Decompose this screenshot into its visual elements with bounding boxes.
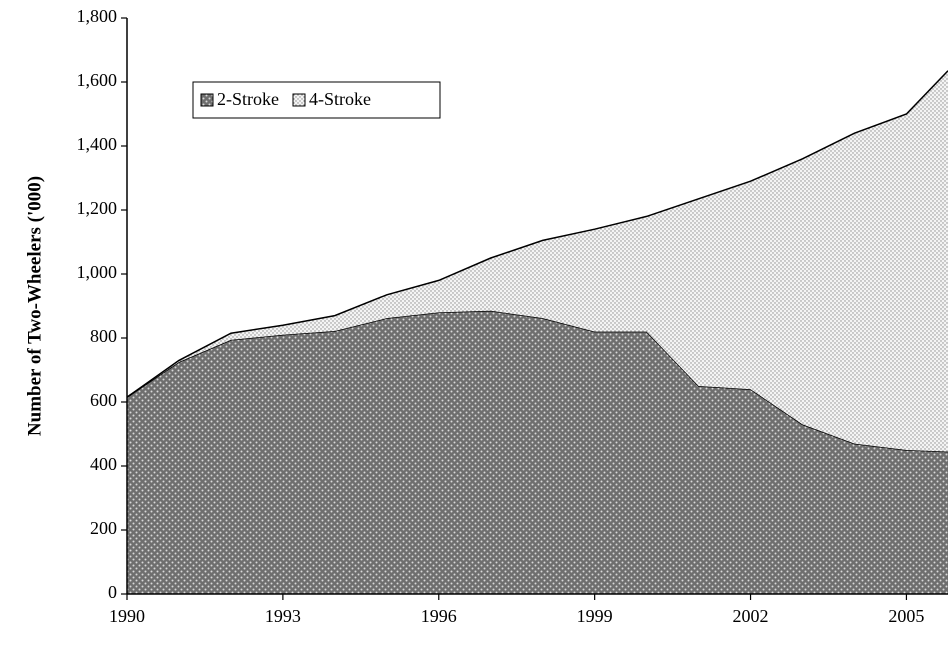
legend-box	[192, 81, 441, 119]
x-tick-label: 1996	[421, 606, 457, 626]
y-tick-label: 1,600	[77, 70, 118, 90]
legend-label: 4-Stroke	[309, 89, 371, 109]
y-tick-label: 1,000	[77, 262, 118, 282]
y-tick-label: 1,800	[77, 6, 118, 26]
x-tick-label: 1993	[265, 606, 301, 626]
legend: 2-Stroke 4-Stroke	[192, 81, 441, 119]
x-tick-label: 2002	[733, 606, 769, 626]
y-tick-label: 800	[90, 326, 117, 346]
y-tick-label: 400	[90, 454, 117, 474]
y-tick-label: 600	[90, 390, 117, 410]
legend-swatch	[292, 93, 306, 107]
area	[127, 310, 948, 594]
y-tick-label: 1,200	[77, 198, 118, 218]
y-axis-title: Number of Two-Wheelers ('000)	[24, 176, 45, 436]
area	[127, 70, 948, 452]
y-tick-label: 1,400	[77, 134, 118, 154]
x-tick-label: 1999	[577, 606, 613, 626]
y-tick-label: 200	[90, 518, 117, 538]
legend-swatch	[200, 93, 214, 107]
x-tick-label: 1990	[109, 606, 145, 626]
legend-label: 2-Stroke	[217, 89, 279, 109]
y-tick-label: 0	[108, 582, 117, 602]
x-tick-label: 2005	[888, 606, 924, 626]
area-edge	[126, 70, 948, 398]
